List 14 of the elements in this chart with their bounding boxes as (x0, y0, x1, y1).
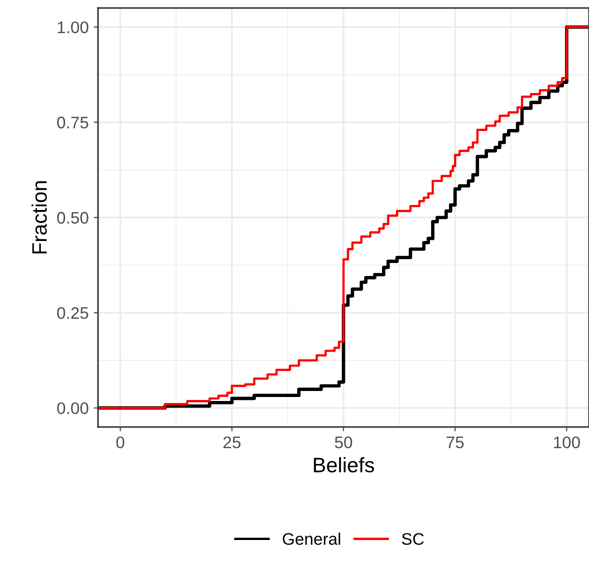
y-tick-label: 0.50 (57, 212, 88, 224)
x-tick-label: 50 (334, 436, 352, 448)
y-axis-title: Fraction (32, 181, 47, 254)
y-tick-label: 0.00 (57, 402, 88, 414)
x-tick-label: 100 (554, 436, 580, 448)
y-tick-label: 1.00 (58, 21, 88, 34)
x-axis-title: Beliefs (314, 457, 374, 472)
x-tick-label: 25 (223, 436, 240, 448)
x-tick-label: 0 (116, 436, 124, 448)
legend-label: General (282, 532, 340, 545)
y-tick-label: 0.25 (57, 307, 88, 319)
y-tick-label: 0.75 (57, 116, 88, 128)
legend-label: SC (402, 533, 424, 545)
x-tick-label: 75 (446, 436, 464, 448)
